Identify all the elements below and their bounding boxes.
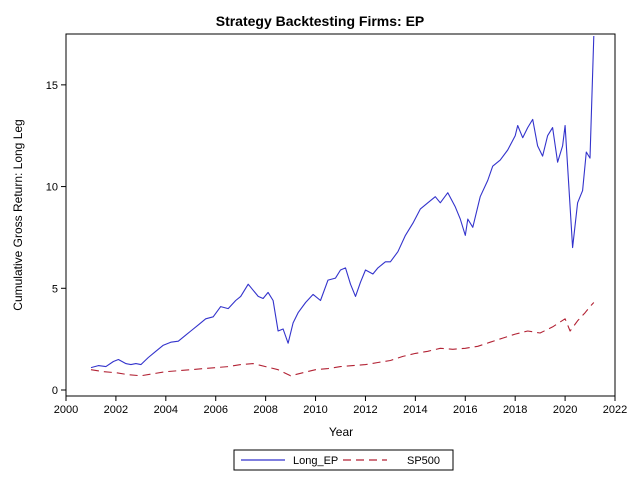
legend-label-sp500: SP500 [407, 455, 440, 467]
plot-frame [65, 33, 616, 397]
x-tick-label: 2000 [54, 404, 78, 416]
x-tick-label: 2010 [303, 404, 327, 416]
x-tick-label: 2014 [403, 404, 427, 416]
y-axis: 0 5 10 15 [46, 80, 66, 397]
legend: Long_EP SP500 [233, 449, 454, 471]
y-axis-label: Cumulative Gross Return: Long Leg [11, 119, 25, 310]
x-axis: 2000 2002 2004 2006 2008 2010 2012 2014 2016 2018… [54, 396, 627, 416]
x-tick-label: 2018 [503, 404, 527, 416]
y-tick-label: 0 [52, 385, 58, 397]
chart-title: Strategy Backtesting Firms: EP [216, 13, 425, 29]
x-tick-label: 2022 [603, 404, 627, 416]
x-tick-label: 2002 [104, 404, 128, 416]
y-tick-label: 5 [52, 283, 58, 295]
x-tick-label: 2004 [154, 404, 178, 416]
y-tick-label: 10 [46, 182, 58, 194]
x-tick-label: 2016 [453, 404, 477, 416]
x-axis-label: Year [329, 425, 353, 439]
plot-area [65, 33, 616, 397]
series-line-sp500 [90, 302, 595, 377]
series-line-long-ep [90, 35, 595, 369]
legend-label-long-ep: Long_EP [293, 455, 338, 467]
x-tick-label: 2006 [203, 404, 227, 416]
x-tick-label: 2020 [553, 404, 577, 416]
x-tick-label: 2012 [353, 404, 377, 416]
series-layer [90, 35, 595, 377]
y-tick-label: 15 [46, 80, 58, 92]
x-tick-label: 2008 [253, 404, 277, 416]
